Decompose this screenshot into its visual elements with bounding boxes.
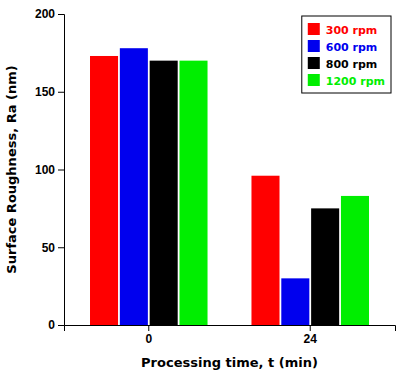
y-tick-label: 150 bbox=[35, 85, 55, 99]
bar-series bbox=[179, 61, 369, 325]
bar bbox=[251, 176, 279, 325]
y-tick-label: 0 bbox=[48, 318, 55, 332]
legend-label: 1200 rpm bbox=[326, 75, 385, 88]
legend-label: 800 rpm bbox=[326, 58, 378, 71]
legend-swatch bbox=[308, 23, 320, 35]
legend-item: 800 rpm bbox=[308, 57, 378, 71]
bar bbox=[150, 61, 178, 325]
legend-label: 600 rpm bbox=[326, 41, 378, 54]
bar-series bbox=[150, 61, 340, 325]
x-tick: 24 bbox=[304, 325, 318, 346]
legend-swatch bbox=[308, 40, 320, 52]
x-tick: 0 bbox=[145, 325, 152, 346]
bar bbox=[179, 61, 207, 325]
y-axis: 0 50 100 150 200 bbox=[35, 7, 65, 332]
legend-frame bbox=[302, 16, 391, 93]
x-axis-line bbox=[65, 326, 396, 332]
bar bbox=[281, 278, 309, 325]
y-tick-mark bbox=[58, 92, 64, 93]
plot: 0 24 0 50 100 150 200 300 rpm 600 rpm 800 rpm 1200… bbox=[35, 7, 396, 345]
bar-series bbox=[120, 48, 310, 325]
x-axis-title: Processing time, t (min) bbox=[141, 355, 318, 370]
bar bbox=[120, 48, 148, 325]
bar bbox=[311, 208, 339, 325]
bar bbox=[90, 56, 118, 325]
y-tick: 150 bbox=[35, 85, 64, 99]
y-axis-line bbox=[58, 15, 65, 326]
y-axis-title: Surface Roughness, Ra (nm) bbox=[4, 65, 19, 273]
legend: 300 rpm 600 rpm 800 rpm 1200 rpm bbox=[302, 16, 391, 93]
y-tick: 100 bbox=[35, 163, 64, 177]
legend-swatch bbox=[308, 74, 320, 86]
y-tick-mark bbox=[58, 14, 64, 15]
y-tick-label: 100 bbox=[35, 163, 55, 177]
y-tick-mark bbox=[58, 247, 64, 248]
x-tick-mark bbox=[148, 325, 149, 331]
legend-item: 1200 rpm bbox=[308, 74, 385, 88]
y-tick: 50 bbox=[42, 241, 64, 255]
x-tick-label: 0 bbox=[145, 332, 152, 346]
y-tick-label: 50 bbox=[42, 241, 56, 255]
bar-series bbox=[90, 56, 280, 325]
chart-container: 0 24 0 50 100 150 200 300 rpm 600 rpm 800 rpm 1200… bbox=[0, 0, 409, 377]
bar bbox=[341, 196, 369, 325]
y-tick: 0 bbox=[48, 318, 64, 332]
y-tick-label: 200 bbox=[35, 7, 55, 21]
y-tick-mark bbox=[58, 170, 64, 171]
x-tick-mark bbox=[310, 325, 311, 331]
legend-item: 300 rpm bbox=[308, 23, 378, 37]
legend-label: 300 rpm bbox=[326, 24, 378, 37]
y-tick-mark bbox=[58, 325, 64, 326]
y-tick: 200 bbox=[35, 7, 64, 21]
chart: 0 24 0 50 100 150 200 300 rpm 600 rpm 800 rpm 1200… bbox=[0, 0, 409, 377]
x-axis: 0 24 bbox=[65, 325, 396, 346]
x-tick-label: 24 bbox=[304, 332, 318, 346]
legend-item: 600 rpm bbox=[308, 40, 378, 54]
legend-swatch bbox=[308, 57, 320, 69]
